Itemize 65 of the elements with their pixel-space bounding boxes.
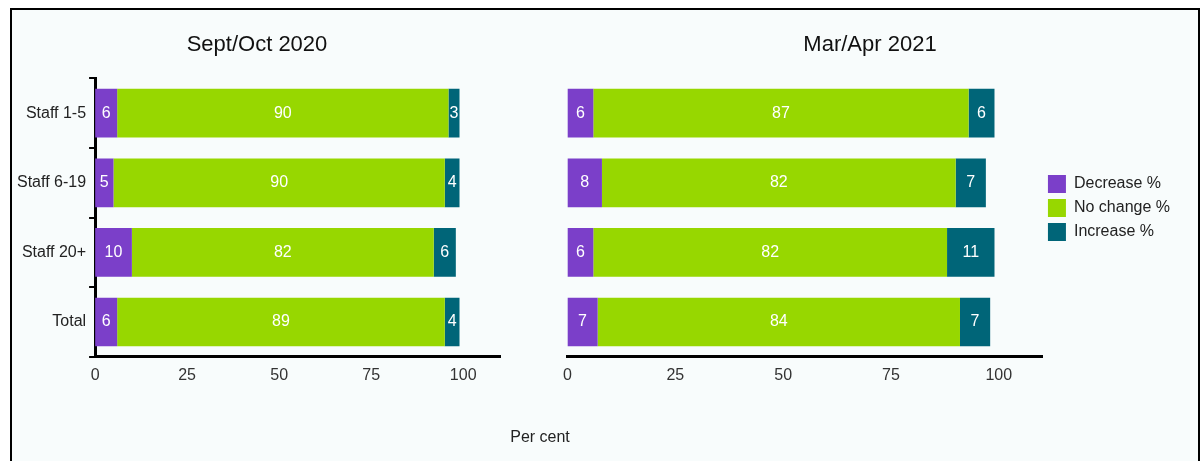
y-tick-label: Staff 1-5 [25, 103, 87, 121]
bar [601, 158, 956, 208]
bar [448, 88, 460, 138]
bar [968, 88, 995, 138]
bar [597, 297, 960, 347]
legend-label: Decrease % [1073, 174, 1162, 192]
x-tick-label: 75 [362, 365, 381, 383]
bar [947, 228, 995, 277]
x-axis-title: Per cent [509, 428, 571, 446]
data-label: 6 [977, 103, 987, 121]
data-label: 82 [761, 242, 780, 260]
data-label: 90 [270, 173, 289, 191]
x-tick-label: 75 [882, 365, 900, 383]
bar [593, 88, 969, 138]
bar [444, 297, 460, 347]
data-label: 6 [101, 312, 111, 330]
data-label: 82 [769, 173, 788, 191]
data-label: 84 [769, 312, 788, 330]
bar [593, 228, 948, 277]
legend-label: No change % [1073, 198, 1170, 216]
data-label: 87 [772, 103, 790, 121]
data-label: 7 [578, 312, 588, 330]
data-label: 8 [580, 173, 590, 191]
data-label: 4 [447, 312, 457, 330]
data-label: 11 [962, 242, 980, 260]
bar [117, 88, 449, 138]
x-tick-label: 25 [666, 365, 685, 383]
data-label: 6 [575, 242, 585, 260]
data-label: 10 [104, 242, 123, 260]
bar [444, 158, 460, 208]
x-tick-label: 100 [449, 365, 477, 383]
bar [433, 228, 456, 277]
bar [567, 228, 594, 277]
x-tick-label: 0 [563, 365, 572, 383]
chart-title: Sept/Oct 2020 [186, 31, 328, 57]
bar [117, 297, 445, 347]
data-label: 3 [449, 103, 459, 121]
chart-title: Mar/Apr 2021 [803, 31, 937, 57]
data-label: 6 [575, 103, 585, 121]
legend-label: Increase % [1073, 222, 1154, 240]
data-label: 7 [966, 173, 976, 191]
y-tick-label: Staff 20+ [21, 242, 87, 260]
data-label: 82 [273, 242, 292, 260]
y-tick-label: Staff 6-19 [16, 173, 87, 191]
bar [95, 228, 132, 277]
data-label: 6 [440, 242, 450, 260]
x-tick-label: 0 [90, 365, 100, 383]
bar [131, 228, 434, 277]
data-label: 89 [272, 312, 290, 330]
data-label: 4 [447, 173, 457, 191]
y-tick-label: Total [52, 312, 87, 330]
bar [567, 297, 598, 347]
bar [955, 158, 986, 208]
bar [567, 88, 594, 138]
data-label: 5 [99, 173, 109, 191]
x-tick-label: 25 [178, 365, 197, 383]
x-tick-label: 50 [774, 365, 793, 383]
bar [113, 158, 445, 208]
x-tick-label: 50 [270, 365, 289, 383]
bar [567, 158, 602, 208]
data-label: 90 [273, 103, 292, 121]
data-label: 7 [970, 312, 980, 330]
x-tick-label: 100 [985, 365, 1013, 383]
bar [959, 297, 991, 347]
data-label: 6 [101, 103, 111, 121]
